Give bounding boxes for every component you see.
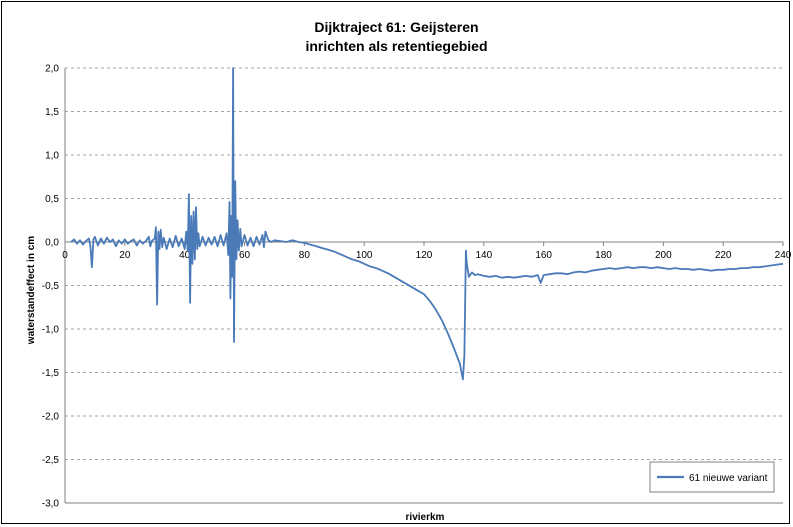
x-tick-label: 60 (239, 250, 251, 261)
y-tick-label: 0,0 (45, 238, 59, 249)
y-tick-label: -1,5 (42, 368, 60, 379)
x-tick-label: 180 (595, 250, 612, 261)
y-tick-label: -2,0 (42, 412, 60, 423)
series-layer (70, 67, 784, 381)
chart-title-line2: inrichten als retentiegebied (305, 38, 488, 54)
x-tick-label: 200 (655, 250, 672, 261)
y-tick-label: 0,5 (45, 194, 59, 205)
x-tick-label: 20 (119, 250, 131, 261)
y-tick-label: -0,5 (42, 281, 60, 292)
x-tick-label: 100 (356, 250, 373, 261)
chart-title: Dijktraject 61: Geijsteren inrichten als… (0, 18, 793, 56)
x-tick-label: 220 (715, 250, 732, 261)
y-axis-label: waterstandeffect in cm (26, 236, 37, 345)
x-tick-label: 80 (299, 250, 311, 261)
y-tick-labels: 2,0 1,5 1,0 0,5 0,0 -0,5 -1,0 -1,5 -2,0 -2,5 -3,0 (42, 64, 60, 510)
x-axis-label: rivierkm (406, 512, 445, 523)
x-tick-label: 120 (416, 250, 433, 261)
y-tick-label: 2,0 (45, 64, 59, 75)
axes (64, 68, 784, 504)
y-tick-label: 1,0 (45, 151, 59, 162)
y-tick-label: -3,0 (42, 499, 60, 510)
y-tick-label: -2,5 (42, 455, 60, 466)
gridlines (65, 67, 783, 460)
x-tick-label: 160 (535, 250, 552, 261)
y-tick-label: -1,0 (42, 325, 60, 336)
chart-title-line1: Dijktraject 61: Geijsteren (314, 19, 479, 35)
legend: 61 nieuwe variant (649, 461, 775, 493)
legend-label: 61 nieuwe variant (689, 473, 768, 484)
x-tick-label: 40 (179, 250, 191, 261)
y-tick-label: 1,5 (45, 107, 59, 118)
x-tick-label: 140 (475, 250, 492, 261)
x-tick-label: 240 (775, 250, 792, 261)
series-line (70, 67, 784, 381)
x-tick-label: 0 (62, 250, 68, 261)
x-tick-labels: 0 20 40 60 80 100 120 140 160 180 200 220 240 (62, 250, 792, 261)
